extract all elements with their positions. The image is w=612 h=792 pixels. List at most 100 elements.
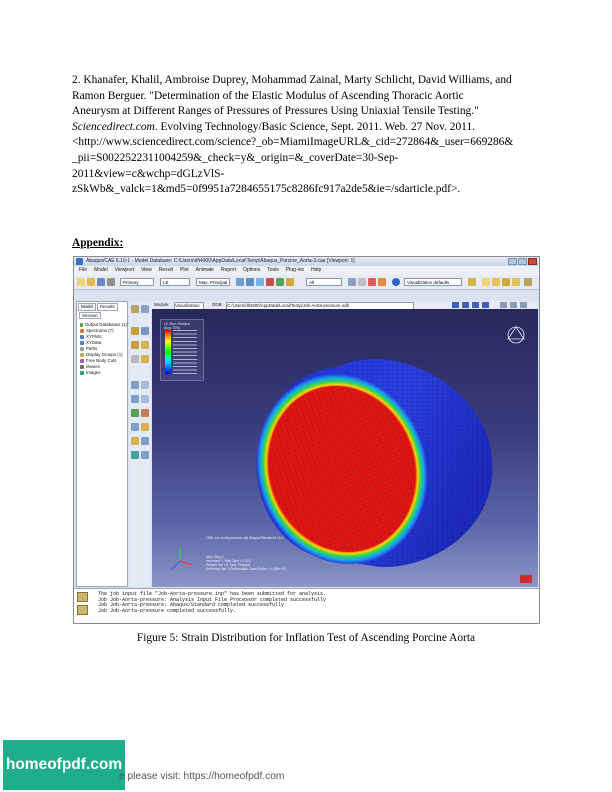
animate-icon[interactable] (131, 355, 139, 363)
report-icon[interactable] (131, 437, 139, 445)
reference-line: Sciencedirect.com. Evolving Technology/B… (72, 120, 542, 136)
minimize-icon[interactable] (508, 258, 517, 265)
palette-icon[interactable] (468, 278, 476, 286)
play-icon[interactable] (472, 302, 479, 308)
prev-frame-icon[interactable] (462, 302, 469, 308)
view-cube-icon[interactable] (507, 326, 525, 344)
fit-view-icon[interactable] (266, 278, 274, 286)
annotation-icon[interactable] (141, 451, 149, 459)
tree-item[interactable]: Free Body Cuts (80, 358, 127, 364)
variable-select[interactable]: LE (160, 278, 190, 286)
results-tree: Output Databases (1) Spectrums (7) XYPlo… (77, 322, 127, 376)
tree-item[interactable]: Spectrums (7) (80, 328, 127, 334)
contour-legend: LE, Max. Principal (Avg: 75%) (160, 319, 204, 381)
menu-report[interactable]: Report (220, 267, 236, 273)
menu-help[interactable]: Help (310, 267, 322, 273)
menu-model[interactable]: Model (94, 267, 108, 273)
reference-line: 2. Khanafer, Khalil, Ambroise Duprey, Mo… (72, 74, 512, 86)
pan-icon[interactable] (236, 278, 244, 286)
view-cut-icon[interactable] (131, 395, 139, 403)
tree-item[interactable]: Output Databases (1) (80, 322, 127, 328)
viewport-odb-info: ODB: Job-Aorta-pressure.odb Abaqus/Stand… (206, 536, 284, 540)
watermark-badge-text: homeofpdf.com (5, 756, 123, 773)
tree-item-label: XYPlots (86, 334, 102, 339)
tree-item[interactable]: XYData (80, 340, 127, 346)
tab-results[interactable]: Results (96, 303, 118, 311)
open-folder-icon[interactable] (87, 278, 95, 286)
render-icon[interactable] (524, 278, 532, 286)
menu-file[interactable]: File (79, 267, 88, 273)
render-icon[interactable] (492, 278, 500, 286)
time-history-icon[interactable] (141, 355, 149, 363)
invariant-select[interactable]: Max. Principal (196, 278, 230, 286)
xy-plot-icon[interactable] (141, 409, 149, 417)
animation-icon[interactable] (500, 302, 507, 308)
common-options-icon[interactable] (131, 381, 139, 389)
tree-item[interactable]: Movies (80, 364, 127, 370)
menu-tools[interactable]: Tools (267, 267, 279, 273)
new-file-icon[interactable] (77, 278, 85, 286)
tree-item[interactable]: Images (80, 370, 127, 376)
menu-animate[interactable]: Animate (195, 267, 214, 273)
viewport-step-line: Primary Var: LE, Max. Principal (206, 563, 251, 567)
viewport[interactable]: LE, Max. Principal (Avg: 75%) (152, 309, 538, 587)
xy-data-icon[interactable] (131, 409, 139, 417)
image-icon (80, 371, 84, 375)
close-icon[interactable] (528, 258, 537, 265)
render-style-icon[interactable] (368, 278, 376, 286)
maximize-icon[interactable] (518, 258, 527, 265)
primary-select[interactable]: Primary (120, 278, 154, 286)
auto-fit-icon[interactable] (286, 278, 294, 286)
menu-plot[interactable]: Plot (180, 267, 189, 273)
abaqus-screenshot: Abaqus/CAE 6.10-1 - Model Database: C:\U… (73, 256, 540, 624)
menu-options[interactable]: Options (242, 267, 261, 273)
save-icon[interactable] (97, 278, 105, 286)
plot-undeformed-icon[interactable] (131, 305, 139, 313)
tree-item-label: Paths (86, 346, 98, 351)
message-icons (77, 592, 93, 618)
remove-icon[interactable] (358, 278, 366, 286)
python-console-icon[interactable] (77, 605, 88, 615)
path-tool-icon[interactable] (131, 423, 139, 431)
info-icon[interactable] (392, 278, 400, 286)
free-body-tool-icon[interactable] (131, 451, 139, 459)
plot-deformed-icon[interactable] (141, 305, 149, 313)
cycle-views-icon[interactable] (276, 278, 284, 286)
render-icon[interactable] (502, 278, 510, 286)
last-frame-icon[interactable] (482, 302, 489, 308)
overlay-icon[interactable] (141, 381, 149, 389)
tab-model[interactable]: Model (78, 303, 96, 311)
zoom-icon[interactable] (256, 278, 264, 286)
tree-item[interactable]: Display Groups (1) (80, 352, 127, 358)
tree-item-label: Display Groups (1) (86, 352, 123, 357)
rotate-icon[interactable] (246, 278, 254, 286)
tree-item-label: Images (86, 370, 101, 375)
contour-icon[interactable] (131, 327, 139, 335)
frame-select-icon[interactable] (510, 302, 517, 308)
menu-view[interactable]: View (141, 267, 152, 273)
menu-viewport[interactable]: Viewport (114, 267, 135, 273)
render-icon[interactable] (512, 278, 520, 286)
allow-multiple-icon[interactable] (141, 341, 149, 349)
print-icon[interactable] (107, 278, 115, 286)
tree-item[interactable]: XYPlots (80, 334, 127, 340)
visualization-defaults-select[interactable]: Visualization defaults (404, 278, 462, 286)
message-area-icon[interactable] (77, 592, 88, 602)
symbol-icon[interactable] (141, 327, 149, 335)
viewport-step-line: Deformed Var: U Deformation Scale Factor… (206, 567, 286, 571)
query-icon[interactable] (348, 278, 356, 286)
session-select[interactable]: Session (79, 312, 101, 319)
display-group-select[interactable]: All (306, 278, 342, 286)
tree-item[interactable]: Paths (80, 346, 127, 352)
stream-icon[interactable] (141, 423, 149, 431)
display-group-tool-icon[interactable] (141, 395, 149, 403)
query-tool-icon[interactable] (141, 437, 149, 445)
first-frame-icon[interactable] (452, 302, 459, 308)
material-orientation-icon[interactable] (131, 341, 139, 349)
mesh-icon[interactable] (378, 278, 386, 286)
menu-result[interactable]: Result (158, 267, 173, 273)
menu-plugins[interactable]: Plug-ins (285, 267, 304, 273)
reference-line: Aneurysm at Different Ranges of Pressure… (72, 105, 479, 118)
options-icon[interactable] (520, 302, 527, 308)
render-icon[interactable] (482, 278, 490, 286)
